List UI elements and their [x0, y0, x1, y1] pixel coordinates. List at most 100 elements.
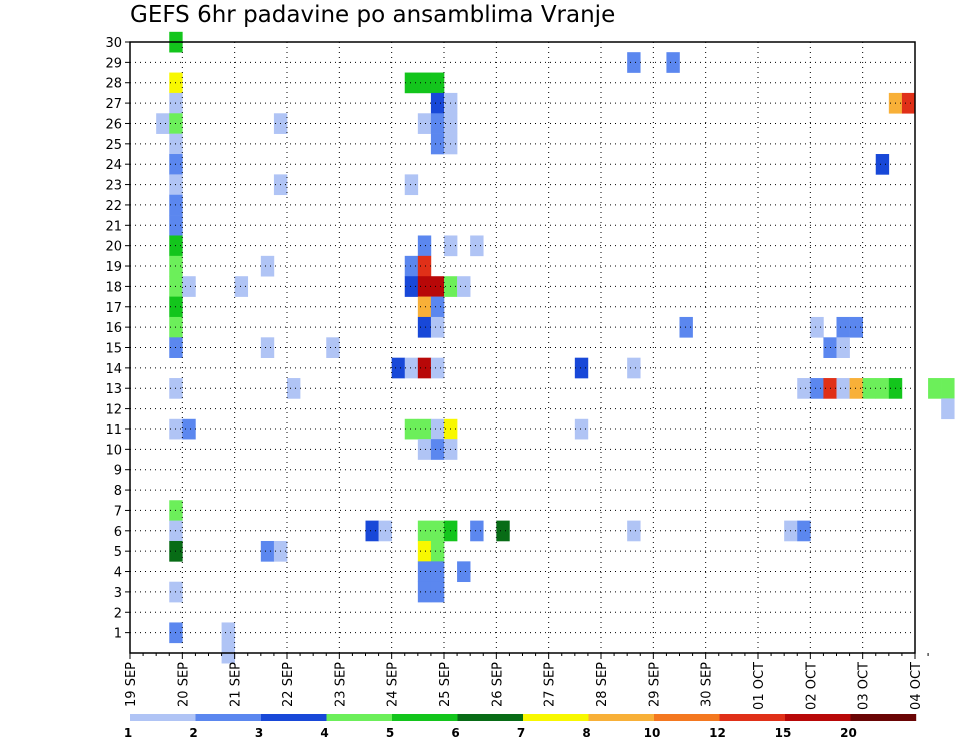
heatmap-cell [666, 52, 680, 73]
heatmap-cell [260, 337, 275, 358]
y-tick-label: 22 [105, 199, 122, 214]
colorbar-swatch [261, 714, 327, 721]
colorbar-swatch [195, 714, 262, 721]
y-tick-label: 24 [105, 158, 122, 173]
y-tick-label: 28 [105, 77, 122, 92]
x-tick-label: 21 SEP [229, 662, 244, 707]
heatmap-cell [627, 52, 641, 73]
heatmap-cell [417, 276, 432, 297]
heatmap-cell [260, 540, 275, 562]
heatmap-cell [810, 378, 824, 399]
y-tick-label: 3 [114, 586, 122, 601]
y-tick-label: 9 [114, 464, 122, 479]
y-tick-label: 21 [105, 219, 122, 234]
x-tick-label: 02 OCT [804, 662, 819, 710]
colorbar-swatch [719, 714, 786, 721]
heatmap-cell [430, 113, 445, 134]
y-axis: 1234567891011121314151617181920212223242… [105, 36, 130, 642]
heatmap-cell [326, 337, 340, 358]
y-tick-label: 11 [105, 423, 122, 438]
heatmap-cell [417, 357, 432, 379]
y-tick-label: 15 [105, 342, 122, 357]
heatmap-cell [627, 357, 641, 379]
colorbar-swatch [850, 714, 917, 721]
colorbar-label: 12 [709, 726, 726, 740]
heatmap-cell [430, 133, 445, 155]
heatmap-cell [417, 235, 432, 257]
heatmap-cell [496, 520, 510, 542]
heatmap-cell [404, 357, 419, 379]
chart-title: GEFS 6hr padavine po ansamblima Vranje [130, 2, 616, 28]
heatmap-cell [417, 296, 432, 318]
y-tick-label: 7 [114, 504, 122, 519]
x-tick-label: 01 OCT [752, 662, 767, 710]
colorbar-label: 3 [255, 726, 263, 740]
heatmap-cell [417, 520, 432, 542]
heatmap-cell [417, 72, 432, 94]
x-tick-label: 24 SEP [386, 662, 401, 707]
y-tick-label: 1 [114, 627, 122, 642]
y-tick-label: 29 [105, 56, 122, 71]
heatmap-cell [404, 418, 419, 440]
y-tick-label: 17 [105, 301, 122, 316]
heatmap-cell [875, 378, 890, 399]
colorbar: 1 2 3 4 5 6 7 8 10 12 15 20 [124, 714, 917, 740]
heatmap-cell [470, 235, 484, 257]
heatmap-cell [928, 378, 942, 399]
colorbar-label: 15 [775, 726, 792, 740]
colorbar-label: 20 [840, 726, 857, 740]
heatmap-cell [234, 276, 249, 297]
heatmap-cell [417, 418, 432, 440]
heatmap-cell [430, 72, 445, 94]
heatmap-cell [417, 255, 432, 277]
colorbar-swatch [523, 714, 589, 721]
y-tick-label: 20 [105, 240, 122, 255]
heatmap-cell [156, 113, 170, 134]
x-tick-label: 19 SEP [124, 662, 139, 707]
colorbar-swatch [457, 714, 524, 721]
colorbar-label: 8 [582, 726, 590, 740]
heatmap-cell [797, 378, 811, 399]
heatmap-cell [836, 337, 850, 358]
y-tick-label: 12 [105, 403, 122, 418]
colorbar-label: 4 [320, 726, 328, 740]
heatmap-cell [901, 92, 916, 114]
y-tick-label: 16 [105, 321, 122, 336]
colorbar-label: 1 [124, 726, 132, 740]
heatmap-cell [417, 540, 432, 562]
heatmap-cell [849, 316, 863, 338]
heatmap-cell [430, 92, 445, 114]
y-tick-label: 14 [105, 362, 122, 377]
colorbar-swatch [785, 714, 851, 721]
heatmap-cell [221, 622, 235, 644]
colorbar-swatch [588, 714, 655, 721]
colorbar-label: 10 [644, 726, 661, 740]
heatmap-cell [404, 276, 419, 297]
y-tick-label: 2 [114, 606, 122, 621]
grid-layer [130, 42, 915, 653]
heatmap-cell [430, 520, 445, 542]
heatmap-cell [836, 316, 850, 338]
plot-frame [129, 41, 916, 654]
y-tick-label: 30 [105, 36, 122, 51]
colorbar-label: 5 [386, 726, 394, 740]
x-tick-label: 04 OCT [909, 662, 924, 710]
x-tick-label: 22 SEP [281, 662, 296, 707]
heatmap-cell [457, 276, 471, 297]
heatmap-cell [836, 378, 850, 399]
heatmap-cell [430, 439, 445, 460]
x-tick-label: 25 SEP [438, 662, 453, 707]
y-tick-label: 25 [105, 138, 122, 153]
heatmap-cell [430, 357, 445, 379]
heatmap-cell [430, 276, 445, 297]
heatmap-cell [430, 296, 445, 318]
x-tick-label: 26 SEP [490, 662, 505, 707]
heatmap-cell [574, 418, 589, 440]
y-tick-label: 23 [105, 179, 122, 194]
heatmap-cell [430, 581, 445, 603]
heatmap-cell [679, 316, 693, 338]
x-tick-label: 23 SEP [333, 662, 348, 707]
colorbar-swatch [326, 714, 393, 721]
heatmap-cell [941, 378, 955, 399]
